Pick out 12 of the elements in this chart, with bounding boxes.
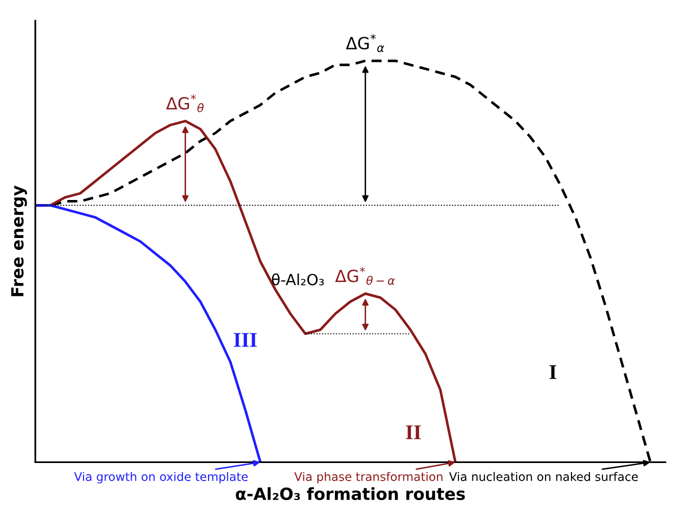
annotation: ΔG$^{*}$$_{θ}$ bbox=[166, 94, 204, 112]
series-label: II bbox=[406, 425, 421, 440]
text: ΔG$^{*}$$_{α}$ bbox=[346, 34, 384, 52]
annotation: ΔG$^{*}$$_{θ−α}$ bbox=[335, 266, 395, 285]
text: Via nucleation on naked surface bbox=[449, 472, 638, 482]
x-axis-title: α-Al₂O₃ formation routes bbox=[236, 487, 465, 500]
annotation: θ-Al₂O₃ bbox=[272, 273, 324, 286]
text: I bbox=[550, 365, 556, 379]
series-label: III bbox=[234, 333, 257, 347]
text: Via phase transformation bbox=[294, 472, 442, 484]
text: Via growth on oxide template bbox=[74, 472, 248, 484]
y-axis-title: Free energy bbox=[11, 186, 27, 296]
